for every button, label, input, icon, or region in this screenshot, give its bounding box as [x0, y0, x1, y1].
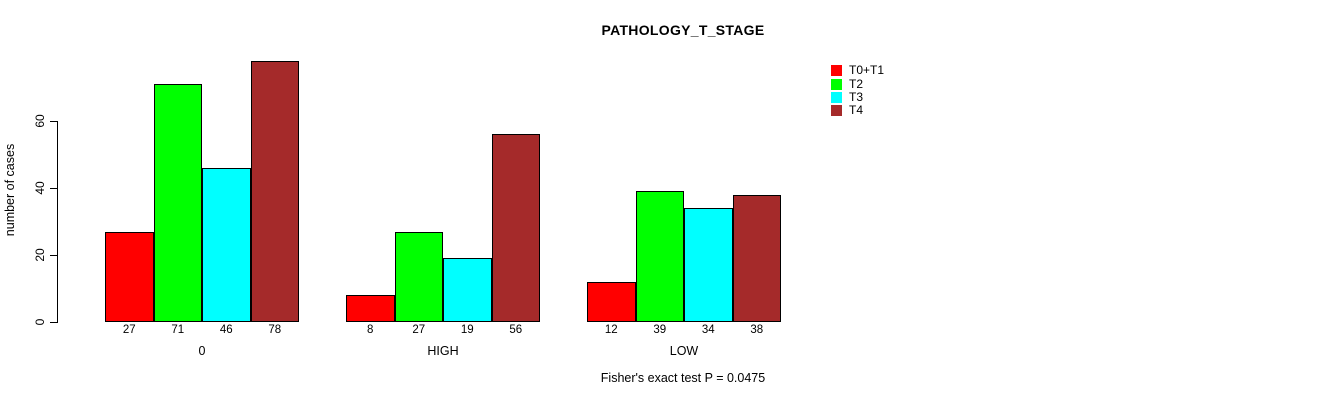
bar-t4-0 [250, 60, 299, 322]
bar-value-label: 34 [701, 324, 715, 336]
legend-item-label: T2 [849, 76, 864, 91]
stat-test-note: Fisher's exact test P = 0.0475 [600, 371, 766, 385]
bar-value-label: 78 [268, 324, 282, 336]
bar-value-label: 12 [604, 324, 618, 336]
y-axis-label-text: number of cases [3, 143, 17, 237]
bar-value-label: 46 [219, 324, 233, 336]
bar-value-label: 38 [750, 324, 764, 336]
bar-t0-t1-low [587, 281, 636, 322]
legend-item-t3: T3 [831, 89, 884, 104]
bar-t4-high [491, 134, 540, 322]
legend-swatch [831, 105, 842, 117]
group-label-0: 0 [198, 344, 206, 358]
y-axis-tick [50, 121, 57, 122]
bar-value-label: 8 [367, 324, 374, 336]
y-axis-tick-label-text: 20 [33, 248, 47, 262]
bar-value-label: 39 [653, 324, 667, 336]
legend-item-t0-t1: T0+T1 [831, 64, 884, 77]
bar-t2-high [394, 231, 443, 322]
y-axis-line [57, 121, 58, 323]
bar-value-label: 56 [509, 324, 523, 336]
legend-swatch [831, 91, 842, 103]
bar-t3-high [443, 258, 492, 322]
bar-t0-t1-high [346, 295, 395, 322]
legend-swatch [831, 65, 842, 77]
legend: T0+T1 T2 T3 T4 [831, 64, 884, 118]
chart-title: PATHOLOGY_T_STAGE [601, 22, 765, 38]
y-axis-tick [50, 322, 57, 323]
legend-item-t4: T4 [831, 104, 884, 117]
y-axis-tick-label-text: 0 [33, 318, 47, 326]
bar-value-label: 19 [460, 324, 474, 336]
y-axis-tick-label-text: 40 [33, 181, 47, 195]
bar-t0-t1-0 [105, 231, 154, 322]
legend-item-label: T4 [849, 103, 864, 118]
bar-t2-low [635, 191, 684, 322]
legend-item-label: T0+T1 [849, 63, 885, 78]
bar-value-label: 27 [412, 324, 426, 336]
bar-t3-low [684, 208, 733, 322]
y-axis-tick [50, 188, 57, 189]
bar-value-label: 71 [171, 324, 185, 336]
group-label-high: HIGH [427, 344, 459, 358]
bar-value-label: 27 [122, 324, 136, 336]
bar-t3-0 [202, 167, 251, 322]
y-axis-tick [50, 255, 57, 256]
legend-item-label: T3 [849, 89, 864, 104]
y-axis-tick-label-text: 60 [33, 114, 47, 128]
legend-swatch [831, 78, 842, 90]
legend-item-t2: T2 [831, 77, 884, 90]
bar-t4-low [732, 194, 781, 322]
group-label-low: LOW [669, 344, 699, 358]
bar-t2-0 [153, 84, 202, 322]
